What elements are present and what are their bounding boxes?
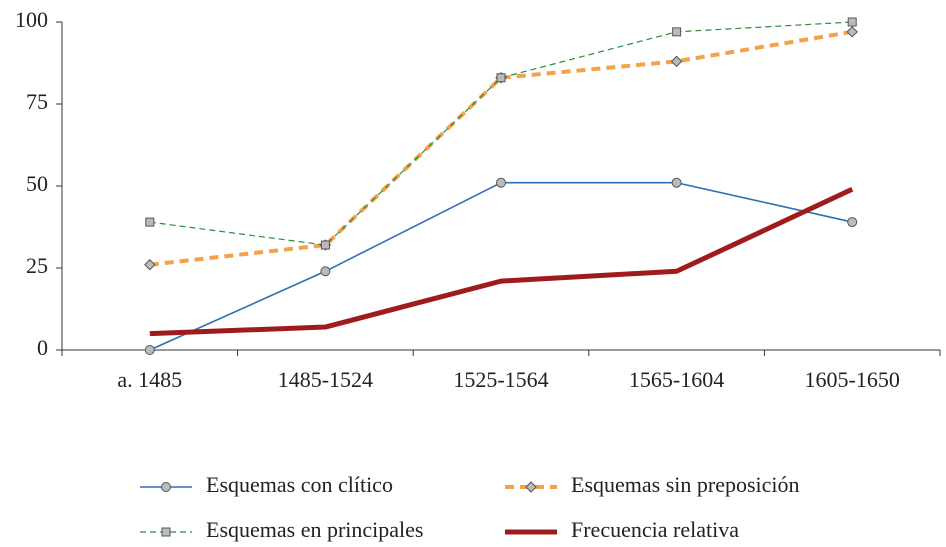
y-tick-label: 75 [26, 89, 48, 114]
y-tick-label: 25 [26, 253, 48, 278]
x-tick-label: a. 1485 [117, 367, 182, 392]
series-line [149, 181, 853, 351]
marker [496, 177, 506, 188]
marker [144, 345, 155, 355]
marker [144, 259, 156, 271]
marker [161, 482, 171, 492]
x-tick-label: 1485-1524 [278, 367, 373, 392]
series-line [149, 29, 853, 267]
marker [496, 73, 506, 83]
x-tick-label: 1525-1564 [453, 367, 548, 392]
series-line [149, 21, 853, 246]
x-tick-label: 1605-1650 [805, 367, 900, 392]
marker [671, 177, 682, 188]
marker [525, 481, 537, 493]
marker [847, 17, 857, 27]
marker [672, 27, 682, 37]
marker [320, 266, 331, 277]
marker [161, 527, 171, 537]
y-tick-label: 100 [15, 7, 48, 32]
marker [847, 217, 858, 228]
legend-label: Esquemas sin preposición [571, 472, 800, 497]
legend-label: Esquemas con clítico [206, 472, 393, 497]
x-tick-label: 1565-1604 [629, 367, 724, 392]
y-tick-label: 0 [37, 335, 48, 360]
legend-label: Frecuencia relativa [571, 517, 739, 542]
marker [846, 26, 858, 38]
legend-label: Esquemas en principales [206, 517, 424, 542]
y-tick-label: 50 [26, 171, 48, 196]
series-line [149, 187, 854, 337]
marker [145, 217, 155, 227]
marker [670, 55, 683, 68]
marker [320, 240, 330, 250]
